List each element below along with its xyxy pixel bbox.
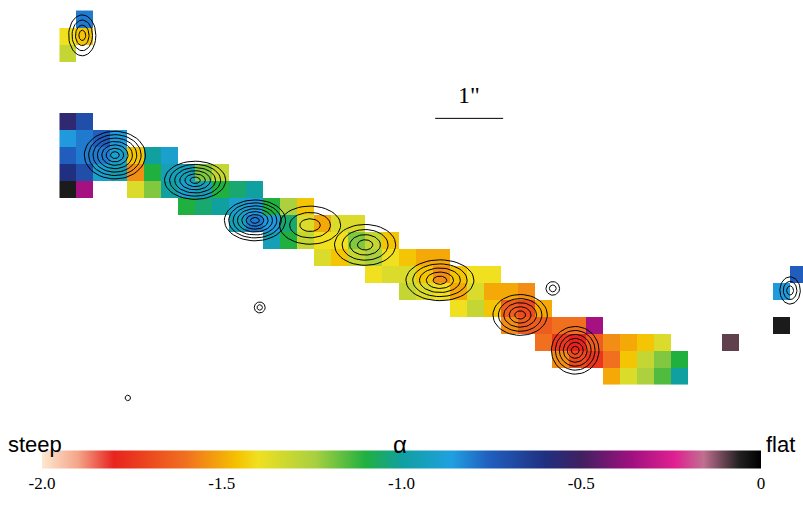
svg-text:-0.5: -0.5	[568, 474, 595, 493]
svg-text:-1.0: -1.0	[388, 474, 415, 493]
svg-text:-2.0: -2.0	[29, 474, 56, 493]
svg-text:flat: flat	[766, 432, 795, 457]
svg-text:0: 0	[757, 474, 766, 493]
svg-text:1": 1"	[458, 82, 480, 108]
svg-text:-1.5: -1.5	[208, 474, 235, 493]
svg-text:steep: steep	[8, 432, 62, 457]
svg-text:α: α	[393, 431, 407, 458]
